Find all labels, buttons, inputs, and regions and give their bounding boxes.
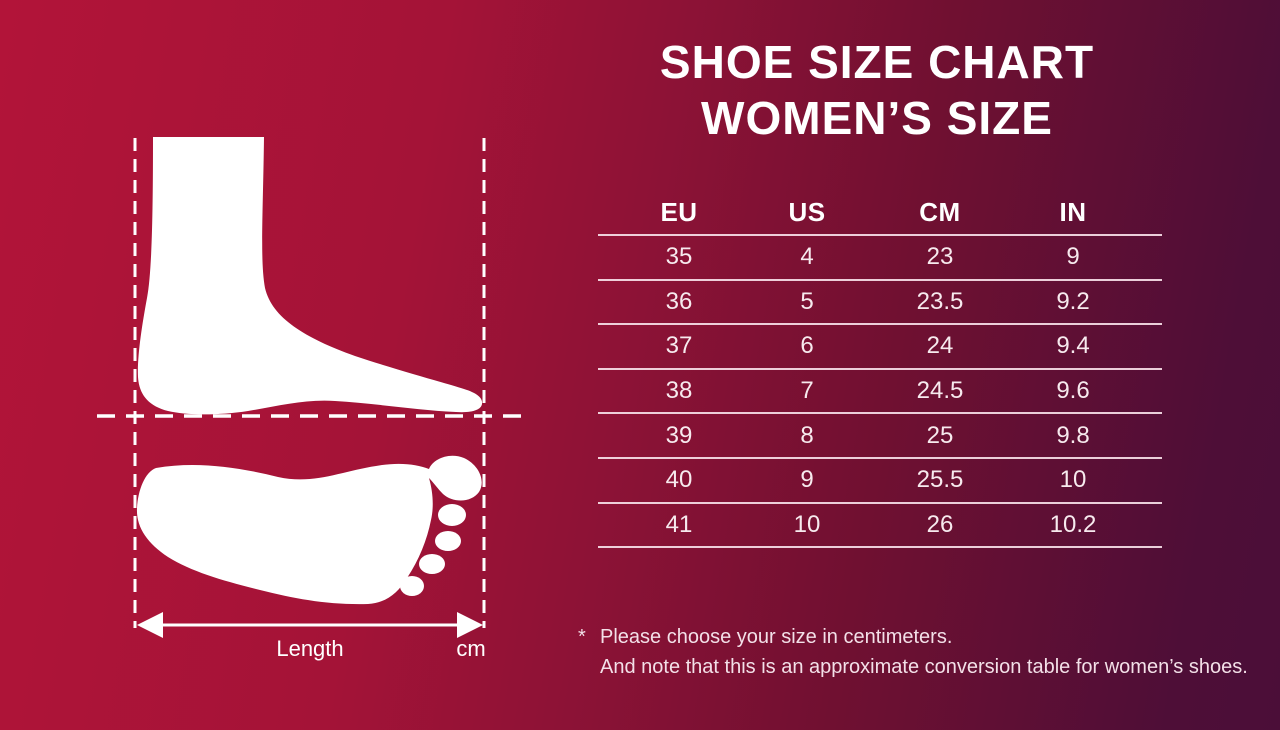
table-row: 41 10 26 10.2 — [598, 504, 1162, 549]
table-cell: 8 — [800, 421, 814, 449]
footnote-line2: And note that this is an approximate con… — [600, 656, 1248, 678]
table-cell: 36 — [665, 287, 693, 315]
table-cell: 23.5 — [916, 287, 964, 315]
table-cell: 39 — [665, 421, 693, 449]
footnote-line1: * Please choose your size in centimeters… — [578, 622, 1248, 652]
table-row: 38 7 24.5 9.6 — [598, 370, 1162, 415]
table-cell: 9.4 — [1056, 332, 1090, 360]
header-cell-cm: CM — [919, 196, 961, 227]
table-cell: 7 — [800, 377, 814, 405]
table-row: 40 9 25.5 10 — [598, 459, 1162, 504]
page-title-line2: WOMEN’S SIZE — [701, 92, 1053, 144]
table-cell: 24.5 — [916, 377, 964, 405]
footnote: * Please choose your size in centimeters… — [578, 622, 1248, 682]
unit-label: cm — [456, 636, 485, 661]
table-row: 35 4 23 9 — [598, 236, 1162, 281]
table-cell: 9.8 — [1056, 421, 1090, 449]
table-cell: 23 — [926, 243, 954, 271]
foot-side-silhouette — [137, 137, 483, 415]
table-header-row: EU US CM IN — [598, 190, 1162, 236]
header-cell-us: US — [788, 196, 826, 227]
footprint-toe4 — [419, 554, 445, 574]
table-cell: 10.2 — [1049, 510, 1097, 538]
footnote-text1: Please choose your size in centimeters. — [600, 626, 953, 648]
table-row: 39 8 25 9.8 — [598, 414, 1162, 459]
table-cell: 41 — [665, 510, 693, 538]
table-cell: 40 — [665, 466, 693, 494]
header-cell-eu: EU — [660, 196, 698, 227]
table-cell: 4 — [800, 243, 814, 271]
footprint-silhouette — [136, 455, 482, 605]
footprint-toe2 — [438, 504, 466, 526]
table-cell: 38 — [665, 377, 693, 405]
page-title: SHOE SIZE CHART WOMEN’S SIZE — [552, 34, 1202, 146]
table-cell: 6 — [800, 332, 814, 360]
table-cell: 9 — [1066, 243, 1080, 271]
table-cell: 24 — [926, 332, 954, 360]
page-title-line1: SHOE SIZE CHART — [659, 36, 1095, 88]
length-label: Length — [276, 636, 343, 661]
table-cell: 10 — [793, 510, 821, 538]
footprint-toe5 — [400, 576, 424, 596]
table-cell: 35 — [665, 243, 693, 271]
table-cell: 5 — [800, 287, 814, 315]
table-row: 37 6 24 9.4 — [598, 325, 1162, 370]
table-cell: 9 — [800, 466, 814, 494]
table-cell: 25.5 — [916, 466, 964, 494]
table-cell: 26 — [926, 510, 954, 538]
footprint-toe3 — [435, 531, 461, 551]
table-cell: 9.6 — [1056, 377, 1090, 405]
footnote-asterisk: * — [578, 626, 586, 648]
length-arrowhead-left — [137, 612, 163, 638]
foot-measurement-diagram: Length cm — [97, 137, 523, 661]
header-cell-in: IN — [1059, 196, 1087, 227]
table-cell: 9.2 — [1056, 287, 1090, 315]
table-cell: 37 — [665, 332, 693, 360]
length-arrowhead-right — [457, 612, 483, 638]
table-cell: 10 — [1059, 466, 1087, 494]
table-row: 36 5 23.5 9.2 — [598, 281, 1162, 326]
size-conversion-table: EU US CM IN 35 4 23 9 36 5 23.5 9.2 37 6… — [598, 190, 1162, 549]
table-cell: 25 — [926, 421, 954, 449]
